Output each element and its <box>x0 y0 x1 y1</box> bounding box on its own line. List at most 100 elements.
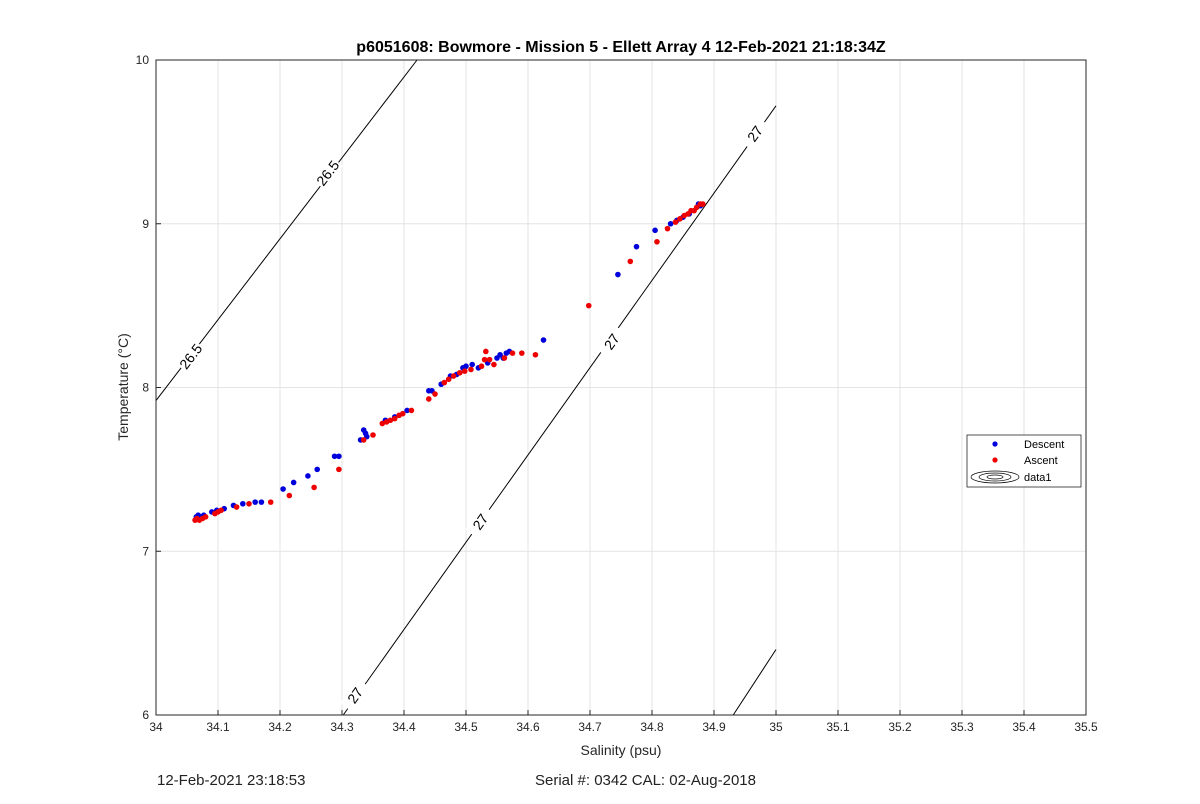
contour-line <box>732 649 777 716</box>
legend-contour-icon <box>970 470 1020 484</box>
y-tick-label: 10 <box>136 53 150 67</box>
point-ascent <box>202 514 209 520</box>
point-descent <box>667 220 674 227</box>
legend: Descent Ascent data1 <box>966 434 1082 488</box>
x-tick-label: 34.7 <box>578 720 602 734</box>
legend-marker-ascent <box>992 457 998 463</box>
point-ascent <box>370 432 376 438</box>
contour-label: 27 <box>339 678 371 713</box>
point-descent <box>469 361 476 368</box>
point-descent <box>404 407 410 414</box>
point-ascent <box>585 302 592 309</box>
point-ascent <box>519 350 525 356</box>
point-ascent <box>387 417 394 424</box>
point-ascent <box>426 396 432 402</box>
contour-label-gap <box>312 156 344 190</box>
x-tick-label: 34.4 <box>392 720 416 734</box>
contour-label-gap <box>739 116 771 151</box>
point-descent <box>615 271 621 278</box>
point-ascent <box>672 219 679 225</box>
x-tick-label: 35 <box>769 720 783 734</box>
point-ascent <box>654 238 660 245</box>
point-ascent <box>532 351 539 358</box>
contour-label-gap <box>465 504 496 539</box>
point-descent <box>290 479 297 486</box>
point-ascent <box>441 379 448 386</box>
x-tick-label: 35.2 <box>888 720 912 734</box>
point-ascent <box>478 363 485 370</box>
data-points <box>192 201 706 523</box>
legend-label-data1: data1 <box>1024 472 1052 484</box>
point-ascent <box>461 368 468 374</box>
x-tick-label: 34.1 <box>206 720 230 734</box>
point-descent <box>652 227 658 234</box>
x-tick-label: 34.6 <box>516 720 540 734</box>
point-ascent <box>379 420 386 427</box>
point-descent <box>252 499 258 505</box>
point-ascent <box>360 437 367 443</box>
point-ascent <box>311 484 317 491</box>
point-descent <box>331 453 338 460</box>
contour-label: 26.5 <box>312 156 344 190</box>
contour-label: 27 <box>596 324 627 359</box>
point-descent <box>314 466 321 473</box>
point-ascent <box>483 348 489 355</box>
legend-label-ascent: Ascent <box>1024 455 1058 467</box>
x-tick-label: 35.5 <box>1074 720 1098 734</box>
contour-line <box>342 105 777 716</box>
x-tick-label: 34.3 <box>330 720 354 734</box>
point-ascent <box>445 376 452 383</box>
y-tick-label: 7 <box>142 544 149 558</box>
contour-line <box>155 59 418 401</box>
point-ascent <box>501 355 508 361</box>
point-ascent <box>233 504 240 510</box>
point-ascent <box>408 407 415 414</box>
footer-serial-cal: Serial #: 0342 CAL: 02-Aug-2018 <box>535 772 756 789</box>
point-ascent <box>218 507 224 514</box>
axis-ticks: 34 34.1 34.2 34.3 34.4 34.5 34.6 34.7 34.8 34.9 35… <box>136 53 1098 734</box>
contour-label-gap <box>596 324 627 359</box>
contour-label-gap <box>175 339 207 374</box>
y-tick-label: 9 <box>142 217 149 231</box>
point-descent <box>540 337 547 343</box>
y-tick-label: 6 <box>142 708 149 722</box>
point-descent <box>280 486 286 492</box>
point-ascent <box>486 356 493 363</box>
x-tick-label: 34 <box>149 720 163 734</box>
point-descent <box>305 473 311 479</box>
y-tick-label: 8 <box>142 381 149 395</box>
point-ascent <box>509 350 516 356</box>
point-descent <box>336 453 342 460</box>
point-descent <box>463 363 469 370</box>
point-ascent <box>286 492 293 499</box>
point-descent <box>258 499 265 505</box>
point-ascent <box>481 356 488 363</box>
x-tick-label: 35.4 <box>1012 720 1036 734</box>
x-tick-label: 35.3 <box>950 720 974 734</box>
legend-marker-descent <box>992 441 998 447</box>
point-ascent <box>246 500 252 507</box>
footer-timestamp: 12-Feb-2021 23:18:53 <box>157 772 306 789</box>
contour-label: 26.5 <box>175 339 207 374</box>
point-descent <box>240 500 246 507</box>
point-ascent <box>491 361 497 368</box>
grid <box>156 60 1086 715</box>
x-tick-label: 35.1 <box>826 720 850 734</box>
x-tick-label: 34.2 <box>268 720 292 734</box>
point-ascent <box>391 415 398 422</box>
point-ascent <box>450 373 457 379</box>
point-ascent <box>677 216 683 222</box>
x-tick-label: 34.5 <box>454 720 478 734</box>
point-ascent <box>399 410 406 417</box>
point-ascent <box>627 258 634 265</box>
y-axis-label: Temperature (°C) <box>115 333 131 441</box>
point-ascent <box>432 391 438 397</box>
x-axis-label: Salinity (psu) <box>581 742 662 758</box>
point-ascent <box>664 225 671 232</box>
legend-box <box>966 434 1082 488</box>
contour-label: 27 <box>739 116 771 151</box>
point-descent <box>633 243 640 250</box>
point-ascent <box>468 366 474 373</box>
point-ascent <box>457 369 463 376</box>
legend-label-descent: Descent <box>1024 439 1064 451</box>
